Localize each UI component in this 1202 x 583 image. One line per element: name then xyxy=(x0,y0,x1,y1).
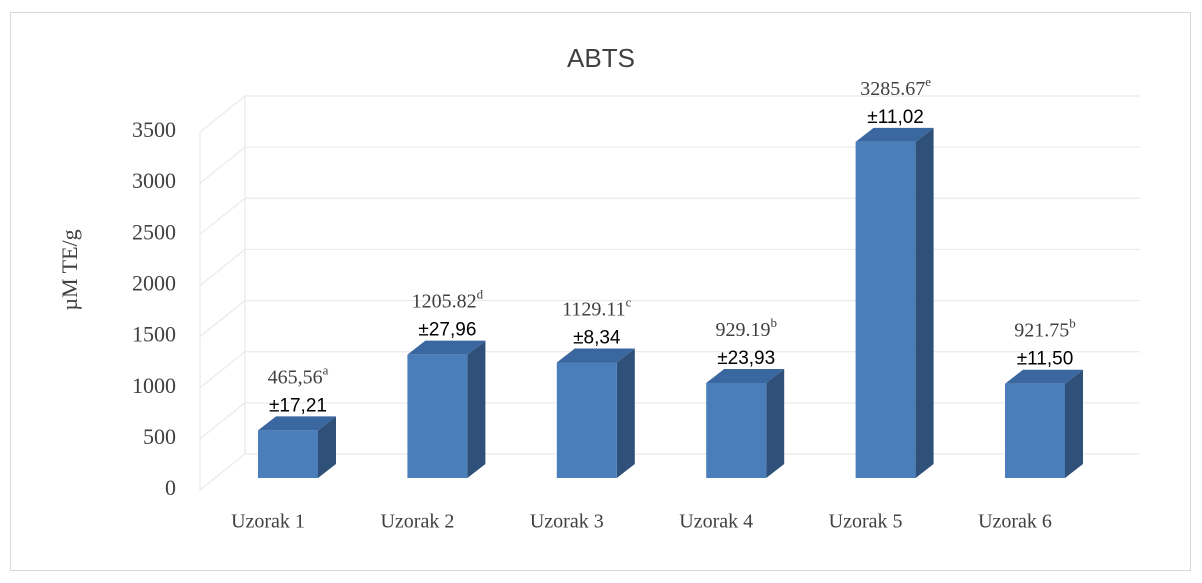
bar-side xyxy=(766,368,785,478)
value-letter: d xyxy=(477,287,484,302)
grid-line-side xyxy=(199,300,246,337)
bar xyxy=(1005,369,1083,478)
value-number: 1129.11 xyxy=(562,298,626,320)
x-tick-label: Uzorak 3 xyxy=(530,511,604,533)
y-tick-label: 2000 xyxy=(132,270,176,295)
bar-front xyxy=(556,362,617,478)
value-letter: b xyxy=(1069,316,1076,331)
bar xyxy=(855,127,934,478)
value-number: 1205.82 xyxy=(412,290,477,312)
bar-front xyxy=(706,382,767,478)
value-label: 929.19b xyxy=(715,315,777,341)
y-tick-label: 2500 xyxy=(132,219,176,244)
grid-line-side xyxy=(199,95,246,133)
bar-side xyxy=(467,340,486,478)
value-number: 3285.67 xyxy=(860,78,925,100)
bar-top xyxy=(556,348,635,363)
y-tick-label: 3000 xyxy=(132,168,176,193)
grid-line-side xyxy=(199,351,246,389)
bar xyxy=(407,340,486,478)
bar-front xyxy=(855,141,916,478)
y-tick-label: 1000 xyxy=(132,373,176,398)
bar-top xyxy=(258,416,336,431)
bar xyxy=(706,368,785,478)
bar-side xyxy=(1065,369,1083,478)
chart-title: ABTS xyxy=(567,43,635,73)
error-label: ±11,02 xyxy=(867,107,924,128)
x-tick-label: Uzorak 5 xyxy=(829,511,903,533)
x-tick-label: Uzorak 2 xyxy=(380,511,454,533)
bar-top xyxy=(855,127,934,142)
error-label: ±23,93 xyxy=(717,348,775,369)
bar-side xyxy=(318,416,336,478)
bar-front xyxy=(258,430,318,478)
value-label: 3285.67e xyxy=(860,74,931,100)
grid-line-side xyxy=(199,453,246,491)
value-label: 921.75b xyxy=(1014,316,1076,342)
bar-side xyxy=(915,127,934,478)
error-label: ±11,50 xyxy=(1017,349,1074,370)
value-number: 921.75 xyxy=(1014,319,1069,341)
y-tick-label: 1500 xyxy=(132,322,176,347)
x-tick-label: Uzorak 4 xyxy=(679,511,753,533)
y-tick-label: 3500 xyxy=(132,117,176,142)
x-tick-label: Uzorak 6 xyxy=(978,511,1052,533)
bar-top xyxy=(706,368,785,383)
bar-front xyxy=(1005,383,1065,478)
grid-line-side xyxy=(199,402,246,440)
bar-top xyxy=(1005,369,1083,384)
value-letter: a xyxy=(323,362,329,377)
y-tick-label: 500 xyxy=(143,424,176,449)
bar xyxy=(556,348,635,478)
grid-line-side xyxy=(199,146,246,184)
bar-front xyxy=(407,354,468,478)
y-axis-label: µM TE/g xyxy=(57,229,82,310)
error-label: ±8,34 xyxy=(573,328,621,349)
bar-top xyxy=(407,340,486,355)
value-number: 929.19 xyxy=(715,319,770,341)
value-number: 465,56 xyxy=(268,366,323,388)
grid-line-side xyxy=(199,197,246,235)
error-label: ±17,21 xyxy=(269,395,327,416)
value-letter: b xyxy=(770,315,777,330)
y-tick-label: 0 xyxy=(165,475,176,500)
value-label: 1129.11c xyxy=(562,294,632,320)
bar xyxy=(258,416,336,478)
bar-side xyxy=(616,348,635,478)
value-letter: c xyxy=(626,294,632,309)
x-tick-label: Uzorak 1 xyxy=(231,511,305,533)
value-letter: e xyxy=(925,74,931,89)
value-label: 465,56a xyxy=(268,362,329,388)
value-label: 1205.82d xyxy=(412,287,484,313)
error-label: ±27,96 xyxy=(418,320,476,341)
grid-line-side xyxy=(199,249,246,286)
